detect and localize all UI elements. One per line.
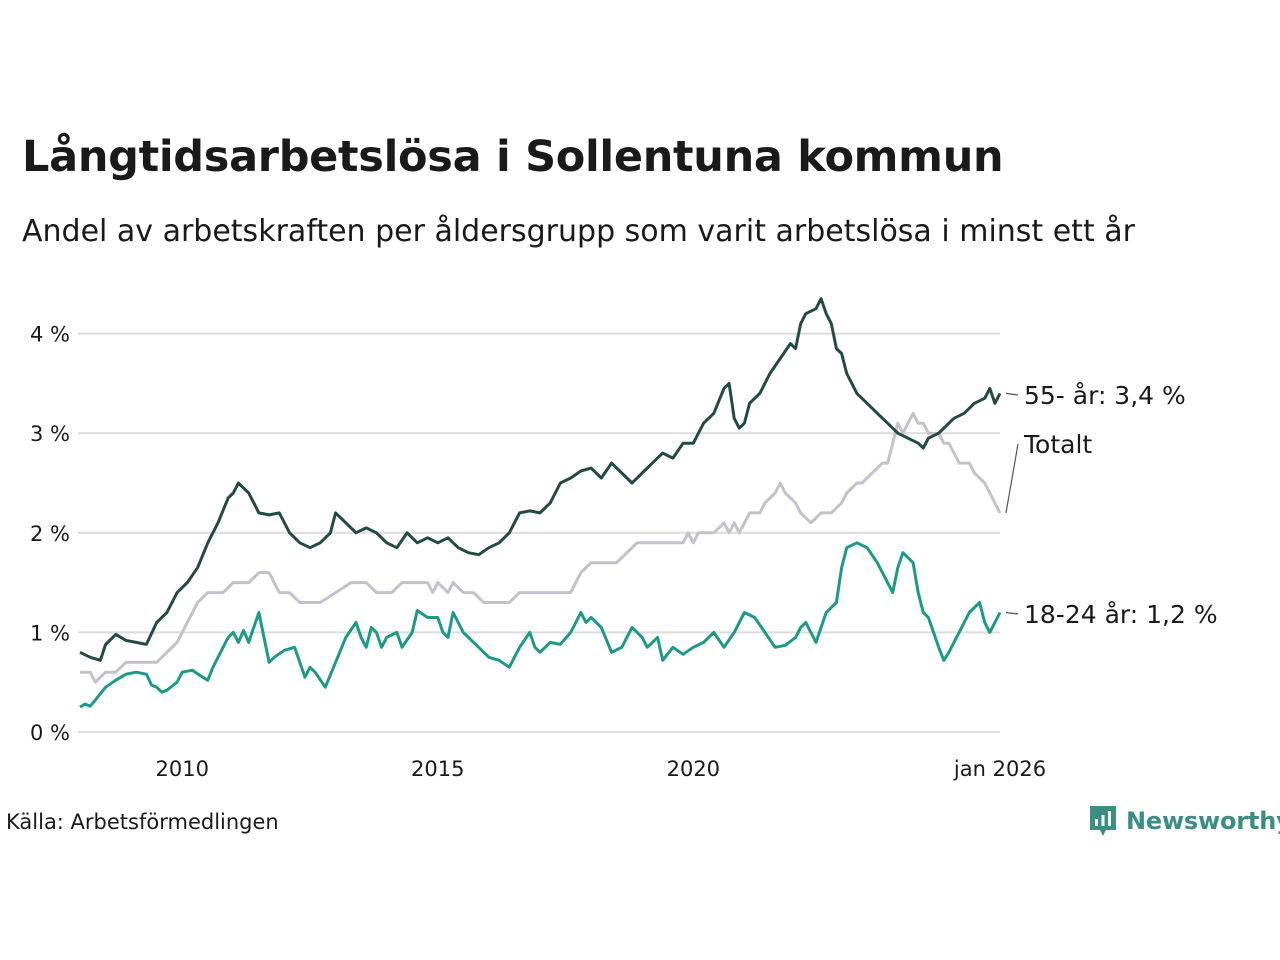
series-line-55-r: [79, 297, 1002, 662]
y-tick-label: 3 %: [30, 422, 70, 446]
series-label: 55- år: 3,4 %: [1024, 381, 1186, 410]
x-axis-ticks: 2010 2015 2020 jan 2026: [155, 757, 1046, 781]
series-line-18-24-r: [79, 541, 1002, 709]
x-tick-label: 2010: [155, 757, 208, 781]
x-tick-label: 2020: [667, 757, 720, 781]
series-lines: [79, 297, 1002, 709]
y-axis-ticks: 0 % 1 % 2 % 3 % 4 %: [30, 323, 70, 745]
page-title: Långtidsarbetslösa i Sollentuna kommun: [22, 132, 1004, 182]
x-tick-label: jan 2026: [953, 757, 1046, 781]
series-label: 18-24 år: 1,2 %: [1024, 600, 1218, 629]
series-line-totalt: [80, 411, 1002, 684]
source-note: Källa: Arbetsförmedlingen: [6, 810, 279, 834]
series-label-connector: [1005, 611, 1019, 615]
newsworthy-logo[interactable]: Newsworthy: [1088, 804, 1280, 838]
series-labels: Totalt 55- år: 3,4 % 18-24 år: 1,2 %: [1005, 381, 1218, 629]
y-tick-label: 2 %: [30, 522, 70, 546]
series-label-connector: [1005, 392, 1019, 396]
series-label-connector: [1005, 443, 1019, 513]
newsworthy-chart-icon: [1090, 806, 1116, 836]
x-tick-label: 2015: [411, 757, 464, 781]
y-tick-label: 4 %: [30, 323, 70, 347]
series-label: Totalt: [1023, 430, 1092, 459]
y-tick-label: 0 %: [30, 721, 70, 745]
brand-name: Newsworthy: [1126, 807, 1280, 835]
y-tick-label: 1 %: [30, 621, 70, 645]
chart-subtitle: Andel av arbetskraften per åldersgrupp s…: [22, 214, 1135, 249]
gridlines: [78, 332, 1000, 733]
